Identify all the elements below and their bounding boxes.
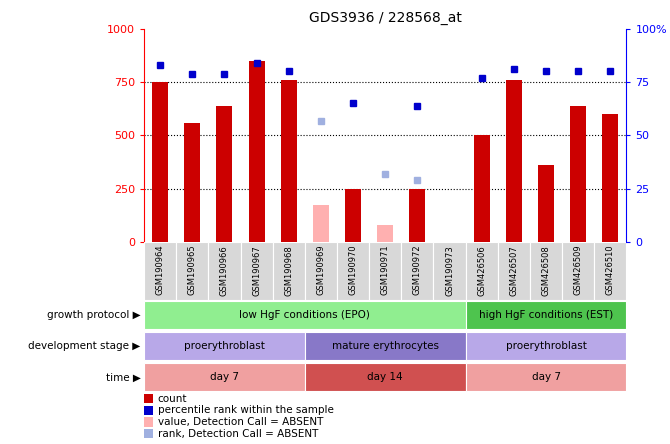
Text: proerythroblast: proerythroblast: [506, 341, 586, 351]
Text: GSM190973: GSM190973: [445, 245, 454, 296]
Bar: [208, 242, 241, 300]
Text: GSM190964: GSM190964: [155, 245, 165, 296]
Text: day 7: day 7: [531, 372, 561, 382]
Bar: [152, 82, 168, 242]
Text: value, Detection Call = ABSENT: value, Detection Call = ABSENT: [157, 417, 323, 427]
Text: GSM190970: GSM190970: [348, 245, 358, 296]
Text: GSM190971: GSM190971: [381, 245, 390, 296]
Bar: [144, 394, 153, 404]
Text: GSM426508: GSM426508: [541, 245, 551, 296]
Text: proerythroblast: proerythroblast: [184, 341, 265, 351]
Text: rank, Detection Call = ABSENT: rank, Detection Call = ABSENT: [157, 429, 318, 439]
Bar: [602, 114, 618, 242]
Text: count: count: [157, 394, 187, 404]
Bar: [176, 242, 208, 300]
Title: GDS3936 / 228568_at: GDS3936 / 228568_at: [309, 11, 462, 25]
Bar: [466, 242, 498, 300]
Text: GSM190967: GSM190967: [252, 245, 261, 296]
Bar: [273, 242, 305, 300]
Bar: [401, 242, 433, 300]
FancyBboxPatch shape: [144, 301, 466, 329]
Text: GSM190965: GSM190965: [188, 245, 197, 296]
Text: high HgF conditions (EST): high HgF conditions (EST): [479, 309, 613, 320]
Bar: [241, 242, 273, 300]
Bar: [562, 242, 594, 300]
Bar: [184, 123, 200, 242]
Bar: [305, 242, 337, 300]
FancyBboxPatch shape: [305, 363, 466, 392]
FancyBboxPatch shape: [466, 301, 626, 329]
Text: GSM190972: GSM190972: [413, 245, 422, 296]
Text: percentile rank within the sample: percentile rank within the sample: [157, 405, 334, 416]
Bar: [216, 106, 232, 242]
Bar: [345, 189, 361, 242]
Bar: [409, 189, 425, 242]
Text: GSM190966: GSM190966: [220, 245, 229, 296]
Text: development stage ▶: development stage ▶: [28, 341, 141, 351]
Text: day 7: day 7: [210, 372, 239, 382]
Bar: [144, 406, 153, 415]
Bar: [538, 165, 554, 242]
FancyBboxPatch shape: [144, 332, 305, 361]
Bar: [337, 242, 369, 300]
Bar: [433, 242, 466, 300]
Text: time ▶: time ▶: [106, 373, 141, 382]
FancyBboxPatch shape: [466, 363, 626, 392]
Bar: [498, 242, 530, 300]
Bar: [506, 80, 522, 242]
Bar: [594, 242, 626, 300]
Bar: [144, 429, 153, 438]
Bar: [474, 135, 490, 242]
Text: growth protocol ▶: growth protocol ▶: [47, 310, 141, 320]
Bar: [313, 205, 329, 242]
Text: GSM426510: GSM426510: [606, 245, 615, 296]
Bar: [530, 242, 562, 300]
FancyBboxPatch shape: [144, 363, 305, 392]
Bar: [369, 242, 401, 300]
Text: GSM190968: GSM190968: [284, 245, 293, 296]
Text: day 14: day 14: [367, 372, 403, 382]
Text: GSM426506: GSM426506: [477, 245, 486, 296]
Text: GSM190969: GSM190969: [316, 245, 326, 296]
Bar: [570, 106, 586, 242]
Bar: [144, 417, 153, 427]
FancyBboxPatch shape: [466, 332, 626, 361]
Bar: [281, 80, 297, 242]
Bar: [144, 242, 176, 300]
FancyBboxPatch shape: [305, 332, 466, 361]
Text: low HgF conditions (EPO): low HgF conditions (EPO): [239, 309, 371, 320]
Bar: [249, 61, 265, 242]
Bar: [377, 225, 393, 242]
Text: mature erythrocytes: mature erythrocytes: [332, 341, 439, 351]
Text: GSM426509: GSM426509: [574, 245, 583, 296]
Text: GSM426507: GSM426507: [509, 245, 519, 296]
